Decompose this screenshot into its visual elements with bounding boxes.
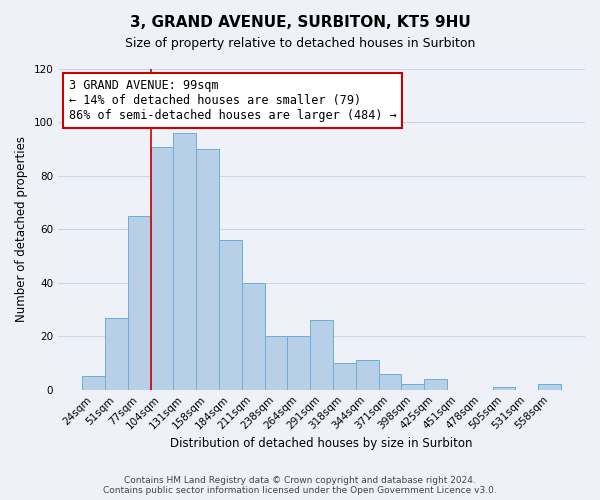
Y-axis label: Number of detached properties: Number of detached properties <box>15 136 28 322</box>
Bar <box>538 384 561 390</box>
Bar <box>287 336 310 390</box>
Text: 3 GRAND AVENUE: 99sqm
← 14% of detached houses are smaller (79)
86% of semi-deta: 3 GRAND AVENUE: 99sqm ← 14% of detached … <box>69 78 397 122</box>
Bar <box>242 283 265 390</box>
Text: Contains HM Land Registry data © Crown copyright and database right 2024.
Contai: Contains HM Land Registry data © Crown c… <box>103 476 497 495</box>
Bar <box>356 360 379 390</box>
Bar <box>310 320 333 390</box>
Bar <box>424 379 447 390</box>
Bar <box>128 216 151 390</box>
Bar <box>219 240 242 390</box>
Bar <box>379 374 401 390</box>
Text: Size of property relative to detached houses in Surbiton: Size of property relative to detached ho… <box>125 38 475 51</box>
X-axis label: Distribution of detached houses by size in Surbiton: Distribution of detached houses by size … <box>170 437 473 450</box>
Bar <box>196 149 219 390</box>
Bar <box>401 384 424 390</box>
Text: 3, GRAND AVENUE, SURBITON, KT5 9HU: 3, GRAND AVENUE, SURBITON, KT5 9HU <box>130 15 470 30</box>
Bar <box>105 318 128 390</box>
Bar <box>151 146 173 390</box>
Bar <box>173 133 196 390</box>
Bar <box>333 363 356 390</box>
Bar <box>82 376 105 390</box>
Bar <box>493 387 515 390</box>
Bar <box>265 336 287 390</box>
